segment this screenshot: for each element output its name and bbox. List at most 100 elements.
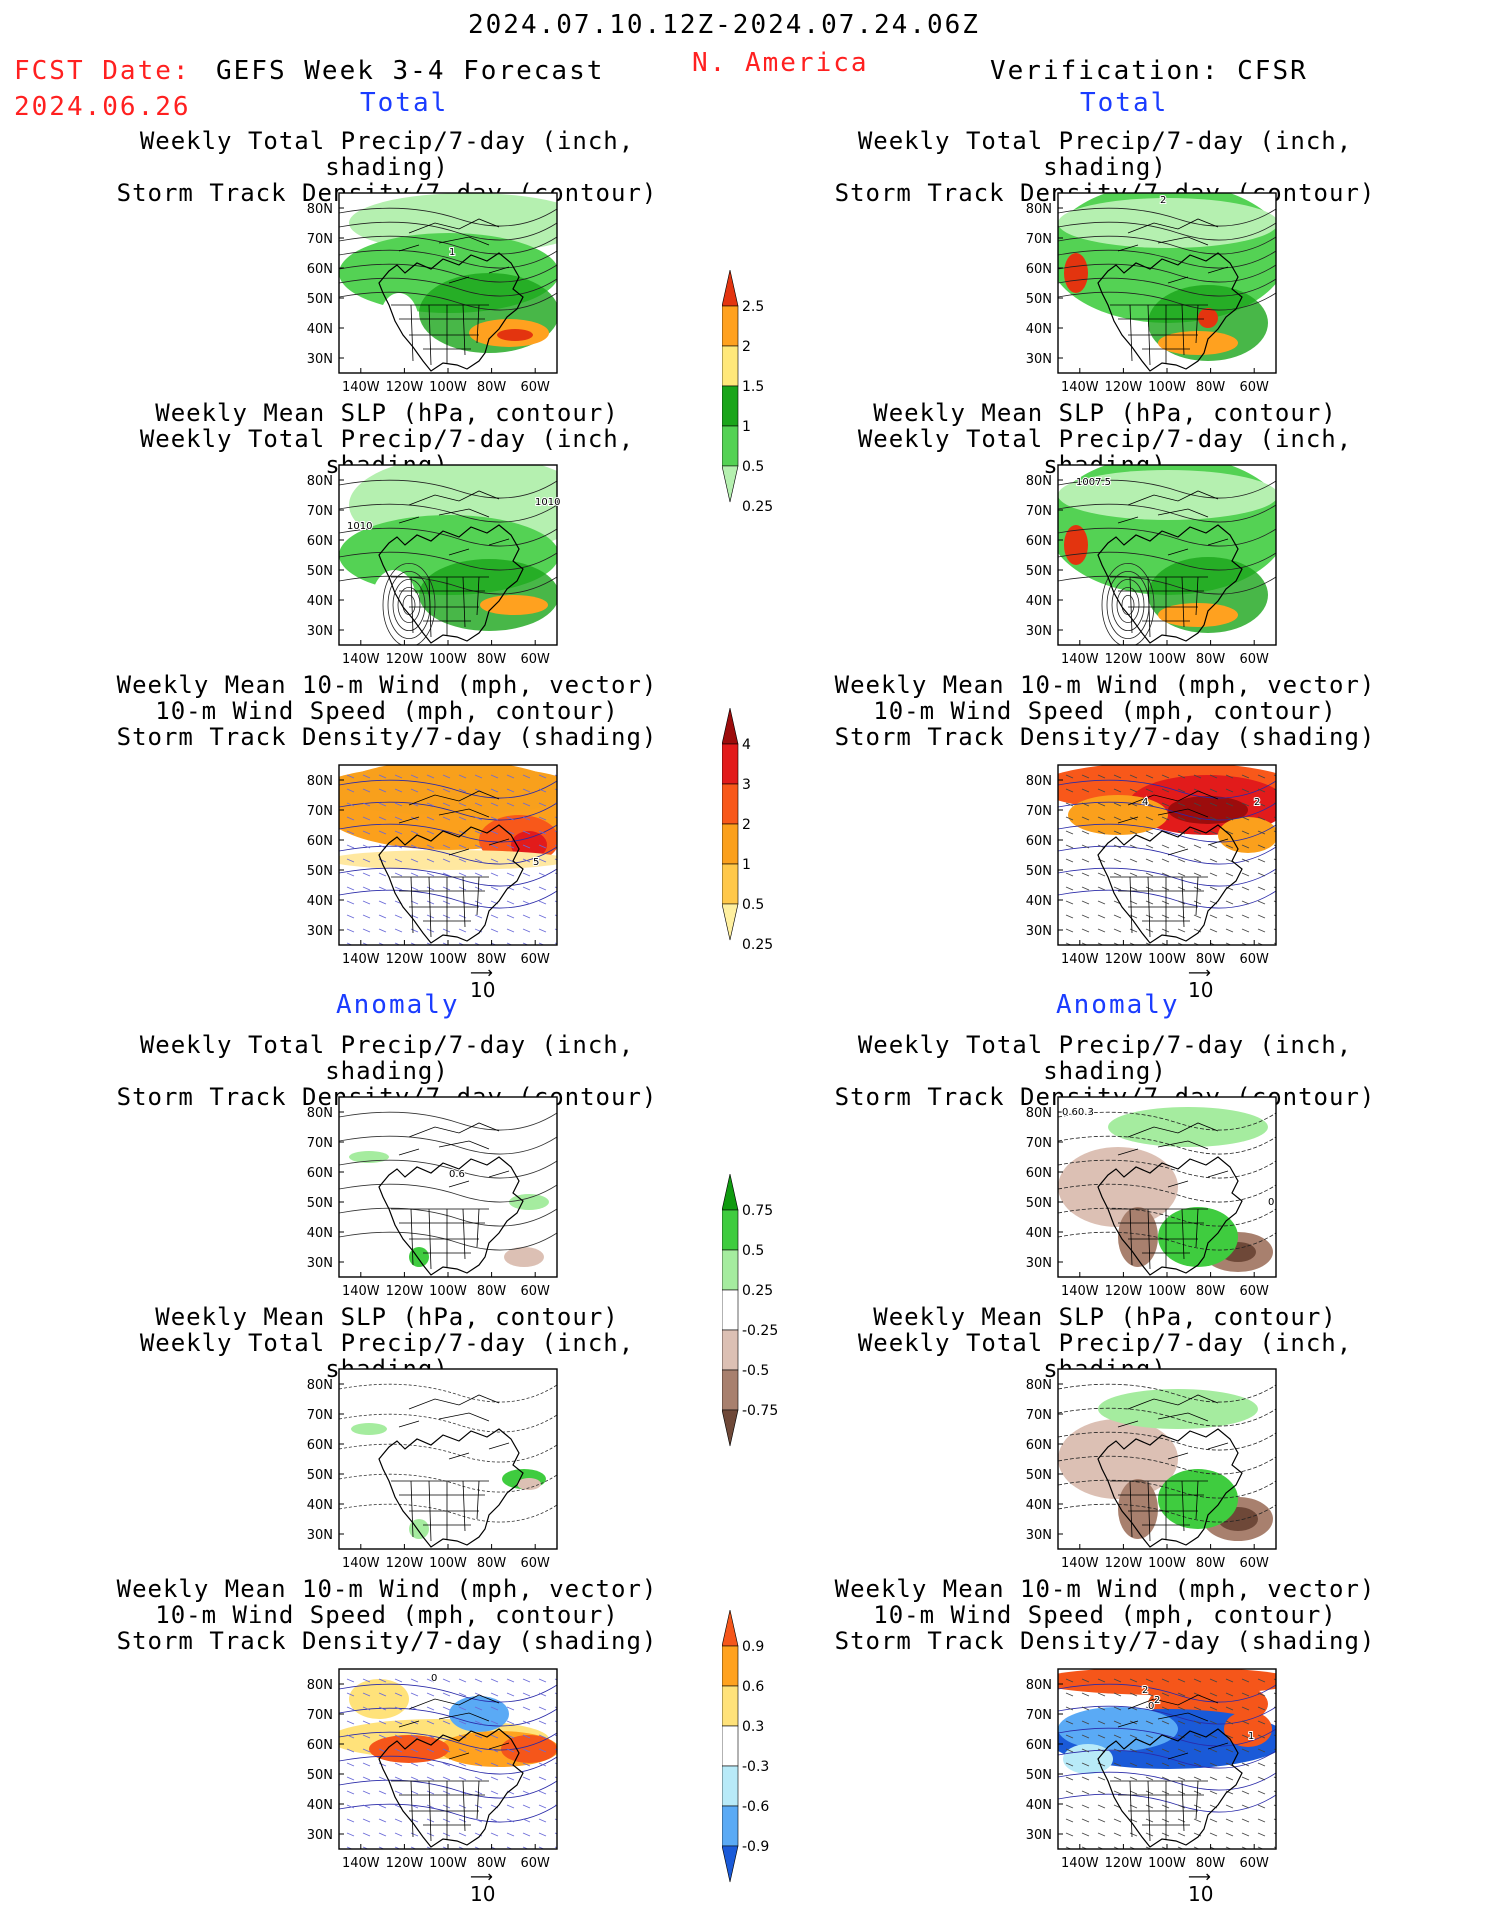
- lon-label: 60W: [1239, 652, 1269, 667]
- lon-label: 140W: [342, 952, 380, 967]
- lat-label: 30N: [307, 352, 333, 367]
- colorbar-segment: [721, 707, 739, 745]
- colorbar-segment: [721, 1173, 739, 1211]
- canada-islands: [398, 218, 510, 284]
- lon-label: 140W: [1061, 1856, 1099, 1871]
- colorbar-segment: [721, 1765, 739, 1807]
- lat-label: 40N: [307, 1226, 333, 1241]
- lon-label: 80W: [1196, 1556, 1226, 1571]
- lon-label: 120W: [386, 652, 424, 667]
- lat-label: 30N: [1026, 1528, 1052, 1543]
- coastline: [1097, 1428, 1243, 1548]
- map-field: [1058, 1669, 1276, 1849]
- lon-label: 100W: [1148, 652, 1186, 667]
- title-vf-total-precip: Weekly Total Precip/7-day (inch, shading…: [834, 127, 1376, 207]
- colorbar-label: -0.9: [742, 1839, 769, 1855]
- lat-label: 40N: [1026, 322, 1052, 337]
- colorbar-label: 0.25: [742, 499, 773, 512]
- map-field: [1058, 1369, 1276, 1549]
- colorbar-segment: [721, 863, 739, 905]
- lat-label: 70N: [1026, 1708, 1052, 1723]
- lon-label: 100W: [1148, 1856, 1186, 1871]
- map-field: [339, 1097, 557, 1277]
- lat-label: 80N: [1026, 474, 1052, 489]
- coastline: [378, 252, 524, 372]
- lat-label: 70N: [1026, 1408, 1052, 1423]
- lat-label: 40N: [1026, 894, 1052, 909]
- lon-label: 80W: [1196, 952, 1226, 967]
- lon-label: 60W: [1239, 380, 1269, 395]
- canada-islands: [1117, 1394, 1229, 1460]
- lat-label: 30N: [1026, 1828, 1052, 1843]
- lon-label: 140W: [1061, 1284, 1099, 1299]
- map-fc-anom-slp: 80N 70N 60N 50N 40N 30N 140W 120W 100W 80W 60W: [284, 1364, 562, 1578]
- contour-label: 2: [1142, 1685, 1148, 1696]
- contour-label: 0.60.3: [1062, 1107, 1094, 1118]
- colorbar-segment: [721, 385, 739, 427]
- map-field: [339, 765, 557, 945]
- lat-label: 60N: [307, 834, 333, 849]
- lat-label: 50N: [307, 292, 333, 307]
- lat-label: 60N: [307, 1738, 333, 1753]
- map-fc-total-precip: 80N 70N 60N 50N 40N 30N 140W 120W 100W 80W 60W 1: [284, 188, 562, 402]
- colorbar-label: 0.5: [742, 897, 764, 913]
- state-borders: [1110, 576, 1208, 638]
- section-anomaly-verification: Anomaly: [1056, 990, 1180, 1020]
- contour-label: 1: [449, 247, 455, 258]
- lon-label: 140W: [342, 380, 380, 395]
- map-field: [339, 465, 557, 645]
- lat-label: 30N: [1026, 1256, 1052, 1271]
- contour-label: 2: [1254, 797, 1260, 808]
- lat-label: 50N: [1026, 292, 1052, 307]
- vector-reference-vf-anom: ⟶ 10: [1188, 1867, 1214, 1907]
- lon-label: 60W: [1239, 1856, 1269, 1871]
- map-vf-anom-precip: 80N 70N 60N 50N 40N 30N 140W 120W 100W 80W 60W 0.60…: [1003, 1092, 1281, 1306]
- lat-label: 40N: [307, 1798, 333, 1813]
- map-field: [339, 1369, 557, 1549]
- colorbar-segment: [721, 1845, 739, 1883]
- section-anomaly-forecast: Anomaly: [336, 990, 460, 1020]
- lon-label: 100W: [429, 952, 467, 967]
- canada-islands: [1117, 790, 1229, 856]
- state-borders: [1110, 1208, 1208, 1270]
- lon-label: 100W: [1148, 380, 1186, 395]
- coastline: [1097, 524, 1243, 644]
- map-fc-total-wind: 80N 70N 60N 50N 40N 30N 140W 120W 100W 80W 60W 5: [284, 760, 562, 974]
- lat-label: 40N: [1026, 594, 1052, 609]
- title-fc-anom-wind: Weekly Mean 10-m Wind (mph, vector) 10-m …: [116, 1575, 658, 1655]
- contour-label: 1010: [347, 521, 372, 532]
- verification-source: Verification: CFSR: [990, 56, 1308, 86]
- lat-label: 50N: [1026, 1468, 1052, 1483]
- canada-islands: [398, 1394, 510, 1460]
- title-vf-total-wind: Weekly Mean 10-m Wind (mph, vector) 10-m …: [834, 671, 1376, 751]
- lat-label: 80N: [1026, 1106, 1052, 1121]
- colorbar-label: 1: [742, 419, 751, 435]
- lon-label: 120W: [1105, 1556, 1143, 1571]
- fcst-date-label: FCST Date:: [14, 56, 191, 86]
- state-borders: [1110, 1480, 1208, 1542]
- colorbar-label: 0.3: [742, 1719, 764, 1735]
- map-field: [339, 193, 557, 373]
- colorbar-label: 2.5: [742, 299, 764, 315]
- lat-label: 30N: [1026, 352, 1052, 367]
- lat-label: 30N: [307, 1256, 333, 1271]
- vector-reference-vf-total: ⟶ 10: [1188, 963, 1214, 1003]
- lon-label: 80W: [477, 1284, 507, 1299]
- lat-label: 50N: [307, 864, 333, 879]
- canada-islands: [1117, 1694, 1229, 1760]
- lon-label: 120W: [386, 1556, 424, 1571]
- colorbar-segment: [721, 1645, 739, 1687]
- lat-label: 60N: [307, 1166, 333, 1181]
- lon-label: 120W: [386, 952, 424, 967]
- lon-label: 60W: [520, 652, 550, 667]
- lat-label: 80N: [1026, 1678, 1052, 1693]
- colorbar-segment: [721, 903, 739, 941]
- lon-label: 140W: [1061, 952, 1099, 967]
- colorbar-storm-total: 4 3 2 1 0.5 0.25: [721, 707, 792, 954]
- lon-label: 120W: [1105, 1284, 1143, 1299]
- lat-label: 70N: [307, 804, 333, 819]
- contour-label: 0: [431, 1673, 437, 1684]
- canada-islands: [1117, 1122, 1229, 1188]
- lon-label: 100W: [429, 380, 467, 395]
- lon-label: 80W: [477, 652, 507, 667]
